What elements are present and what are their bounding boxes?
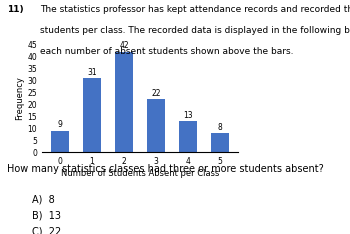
- X-axis label: Number of Students Absent per Class: Number of Students Absent per Class: [61, 169, 219, 178]
- Bar: [51, 131, 69, 152]
- Text: 42: 42: [119, 41, 129, 50]
- Text: 8: 8: [218, 123, 223, 132]
- Bar: [83, 78, 101, 152]
- Text: A)  8: A) 8: [32, 194, 54, 204]
- Text: 13: 13: [183, 111, 193, 120]
- Text: C)  22: C) 22: [32, 227, 61, 234]
- Bar: [115, 52, 133, 152]
- Bar: [147, 99, 165, 152]
- Text: each number of absent students shown above the bars.: each number of absent students shown abo…: [40, 47, 294, 56]
- Text: 31: 31: [87, 68, 97, 77]
- Text: 11): 11): [7, 5, 24, 14]
- Text: B)  13: B) 13: [32, 211, 61, 221]
- Bar: [211, 133, 229, 152]
- Text: The statistics professor has kept attendance records and recorded the number of : The statistics professor has kept attend…: [40, 5, 350, 14]
- Text: students per class. The recorded data is displayed in the following bar chart wi: students per class. The recorded data is…: [40, 26, 350, 35]
- Text: 9: 9: [57, 120, 62, 129]
- Y-axis label: Frequency: Frequency: [16, 76, 25, 120]
- Bar: [179, 121, 197, 152]
- Text: How many statistics classes had three or more students absent?: How many statistics classes had three or…: [7, 164, 324, 174]
- Text: 22: 22: [151, 89, 161, 98]
